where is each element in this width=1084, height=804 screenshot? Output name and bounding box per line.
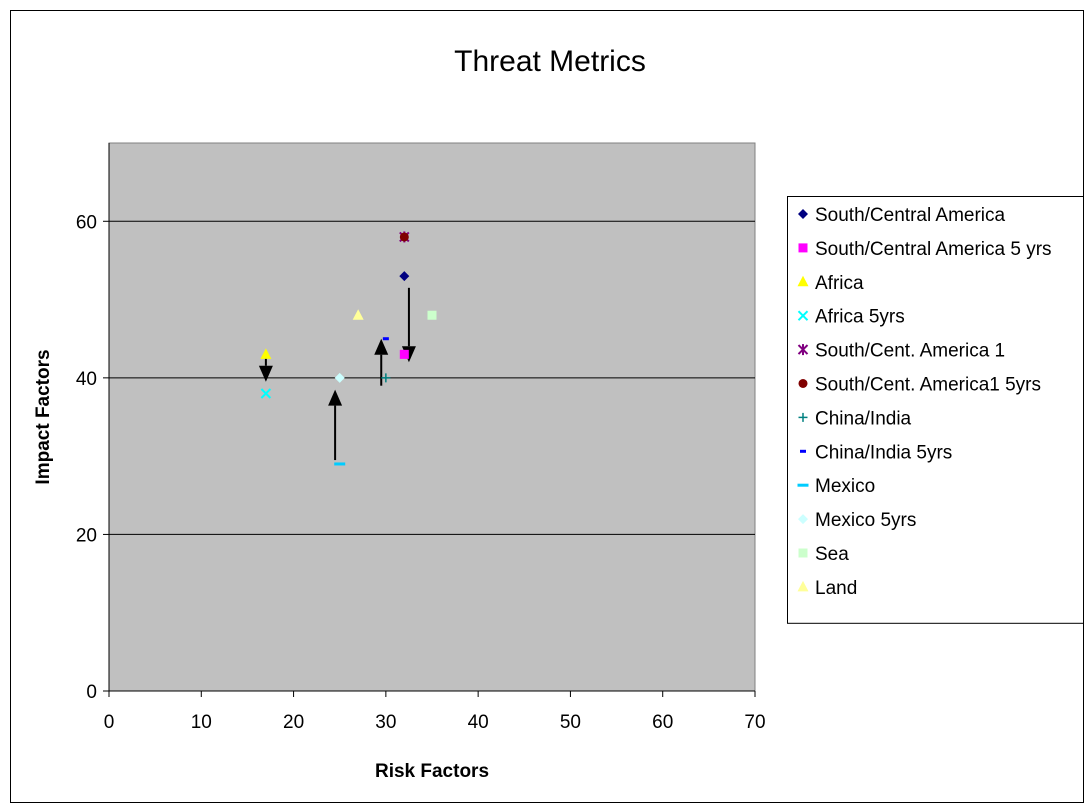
y-tick-label: 0: [86, 682, 97, 703]
legend-label: Africa 5yrs: [815, 307, 905, 328]
legend-entry: South/Cent. America 1: [797, 341, 1005, 362]
x-tick-label: 30: [375, 712, 396, 733]
gridlines: [109, 220, 755, 535]
arrow-annotation: [374, 338, 389, 386]
data-point: [427, 310, 437, 320]
arrow-annotation: [258, 358, 273, 382]
x-tick-label: 70: [744, 712, 765, 733]
x-tick-label: 10: [191, 712, 212, 733]
data-point: [381, 373, 391, 383]
legend-entry: Sea: [798, 544, 849, 565]
legend-entry: Africa 5yrs: [797, 307, 905, 328]
axes: 0 20 40 60 0 10 20 30 40 50 60 70: [76, 143, 766, 733]
y-tick-label: 20: [76, 525, 97, 546]
y-tick-label: 40: [76, 369, 97, 390]
data-point: [334, 462, 346, 466]
data-point: [399, 271, 410, 282]
legend-entry: Mexico: [797, 476, 875, 497]
legend-entry: Africa: [797, 273, 864, 294]
legend-label: South/Central America: [815, 205, 1006, 226]
legend-swatch: [797, 344, 809, 356]
data-points: [260, 231, 437, 466]
arrow-annotations: [258, 287, 416, 461]
legend-entry: China/India: [798, 408, 912, 429]
legend: South/Central America South/Central Ameri…: [787, 196, 1084, 624]
x-tick-label: 20: [283, 712, 304, 733]
legend-label: Africa: [815, 273, 864, 294]
legend-swatch: [798, 514, 808, 525]
legend-entry: South/Cent. America1 5yrs: [798, 375, 1041, 396]
marker-stroke: [797, 310, 809, 321]
data-point: [382, 337, 389, 341]
data-point: [260, 348, 272, 359]
arrow-annotation: [328, 389, 343, 461]
arrow-head: [328, 389, 343, 406]
legend-label: China/India: [815, 408, 912, 429]
arrow-head: [258, 365, 273, 382]
legend-swatch: [798, 209, 808, 219]
plot-area: [108, 142, 756, 692]
legend-box: [787, 196, 1084, 624]
data-point: [399, 349, 409, 359]
legend-label: South/Cent. America1 5yrs: [815, 375, 1041, 396]
legend-entry: Mexico 5yrs: [798, 510, 916, 531]
data-point: [352, 309, 364, 320]
y-tick-label: 60: [76, 212, 97, 233]
x-axis-label: Risk Factors: [375, 761, 489, 782]
legend-entry: South/Central America 5 yrs: [798, 239, 1052, 260]
legend-label: Mexico: [815, 476, 875, 497]
legend-label: South/Central America 5 yrs: [815, 239, 1052, 260]
legend-entry: Land: [797, 578, 857, 599]
x-tick-label: 40: [468, 712, 489, 733]
marker-stroke: [260, 388, 272, 399]
x-tick-label: 0: [104, 712, 115, 733]
legend-label: China/India 5yrs: [815, 442, 952, 463]
legend-entry: South/Central America: [798, 205, 1006, 226]
legend-swatch: [798, 243, 808, 253]
legend-entry: China/India 5yrs: [800, 442, 952, 463]
arrow-head: [374, 338, 389, 355]
legend-label: South/Cent. America 1: [815, 341, 1005, 362]
legend-label: Sea: [815, 544, 849, 565]
chart-title: Threat Metrics: [454, 45, 646, 78]
legend-swatch: [797, 483, 809, 487]
legend-swatch: [800, 449, 806, 453]
data-point: [334, 372, 345, 383]
y-axis-label: Impact Factors: [33, 349, 54, 484]
legend-swatch: [798, 548, 808, 558]
legend-label: Mexico 5yrs: [815, 510, 916, 531]
legend-swatch: [798, 379, 808, 388]
x-tick-label: 50: [560, 712, 581, 733]
data-point: [399, 232, 409, 242]
legend-swatch: [798, 412, 808, 422]
legend-swatch: [797, 580, 809, 592]
legend-swatch: [797, 310, 809, 321]
legend-swatch: [797, 275, 809, 287]
data-point: [260, 388, 272, 399]
legend-label: Land: [815, 578, 857, 599]
x-tick-label: 60: [652, 712, 673, 733]
